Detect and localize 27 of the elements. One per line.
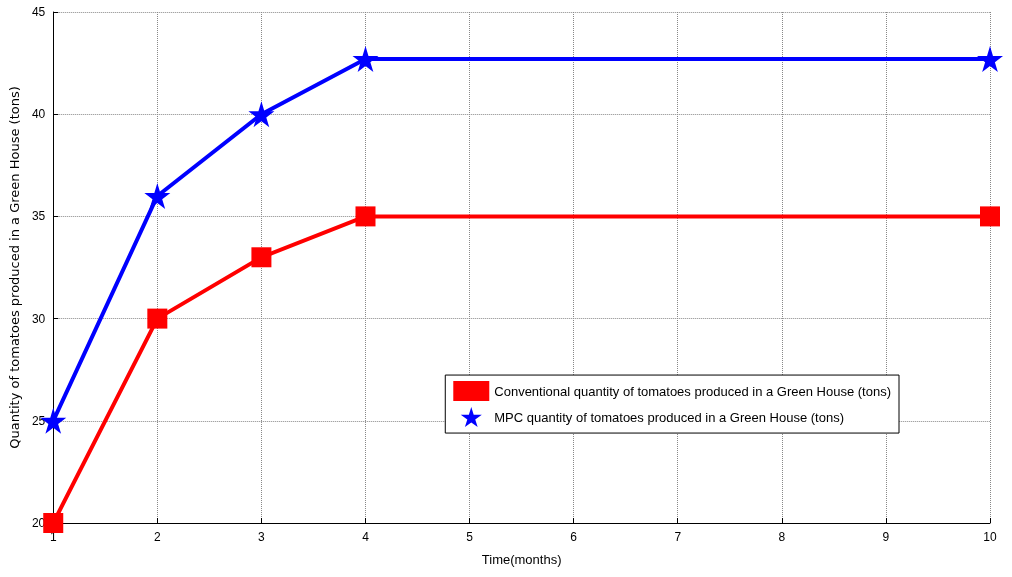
point xyxy=(355,206,376,227)
point xyxy=(251,247,272,268)
y-tick-label: 40 xyxy=(31,107,46,122)
x-tick-label: 10 xyxy=(983,530,997,544)
point xyxy=(248,101,275,128)
x-tick-label: 9 xyxy=(882,530,890,544)
legend-label: MPC quantity of tomatoes produced in a Green House (tons) xyxy=(494,409,845,425)
x-tick-label: 2 xyxy=(153,530,161,544)
y-tick-label: 30 xyxy=(31,311,46,326)
point xyxy=(980,206,1000,227)
point xyxy=(147,308,168,329)
x-tick-label: 8 xyxy=(778,530,786,544)
y-tick-label: 35 xyxy=(31,209,46,224)
y-axis-title: Quantity of tomatoes produced in a Green House (tons) xyxy=(7,86,22,449)
point xyxy=(977,46,1003,73)
legend-label: Conventional quantity of tomatoes produced in a Green House (tons) xyxy=(494,383,892,399)
x-tick-label: 6 xyxy=(570,530,578,544)
x-axis-title: Time(months) xyxy=(481,552,562,567)
y-tick-label: 45 xyxy=(31,5,46,19)
point xyxy=(144,182,171,209)
x-tick-label: 5 xyxy=(466,530,474,544)
x-tick-label: 3 xyxy=(258,530,266,544)
point xyxy=(43,513,64,533)
y-tick-label: 25 xyxy=(31,413,46,428)
x-tick-label: 4 xyxy=(362,530,370,544)
x-tick-label: 7 xyxy=(674,530,682,544)
point xyxy=(352,46,379,73)
